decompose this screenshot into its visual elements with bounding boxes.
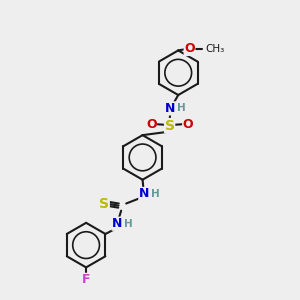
Text: H: H [124, 219, 133, 229]
Text: N: N [165, 102, 175, 115]
Text: N: N [139, 188, 149, 200]
Text: O: O [146, 118, 157, 130]
Text: O: O [184, 42, 195, 56]
Text: S: S [99, 197, 109, 211]
Text: H: H [177, 103, 186, 113]
Text: O: O [183, 118, 194, 130]
Text: N: N [112, 217, 122, 230]
Text: S: S [165, 118, 175, 133]
Text: CH₃: CH₃ [205, 44, 224, 54]
Text: H: H [151, 189, 160, 199]
Text: F: F [82, 273, 90, 286]
